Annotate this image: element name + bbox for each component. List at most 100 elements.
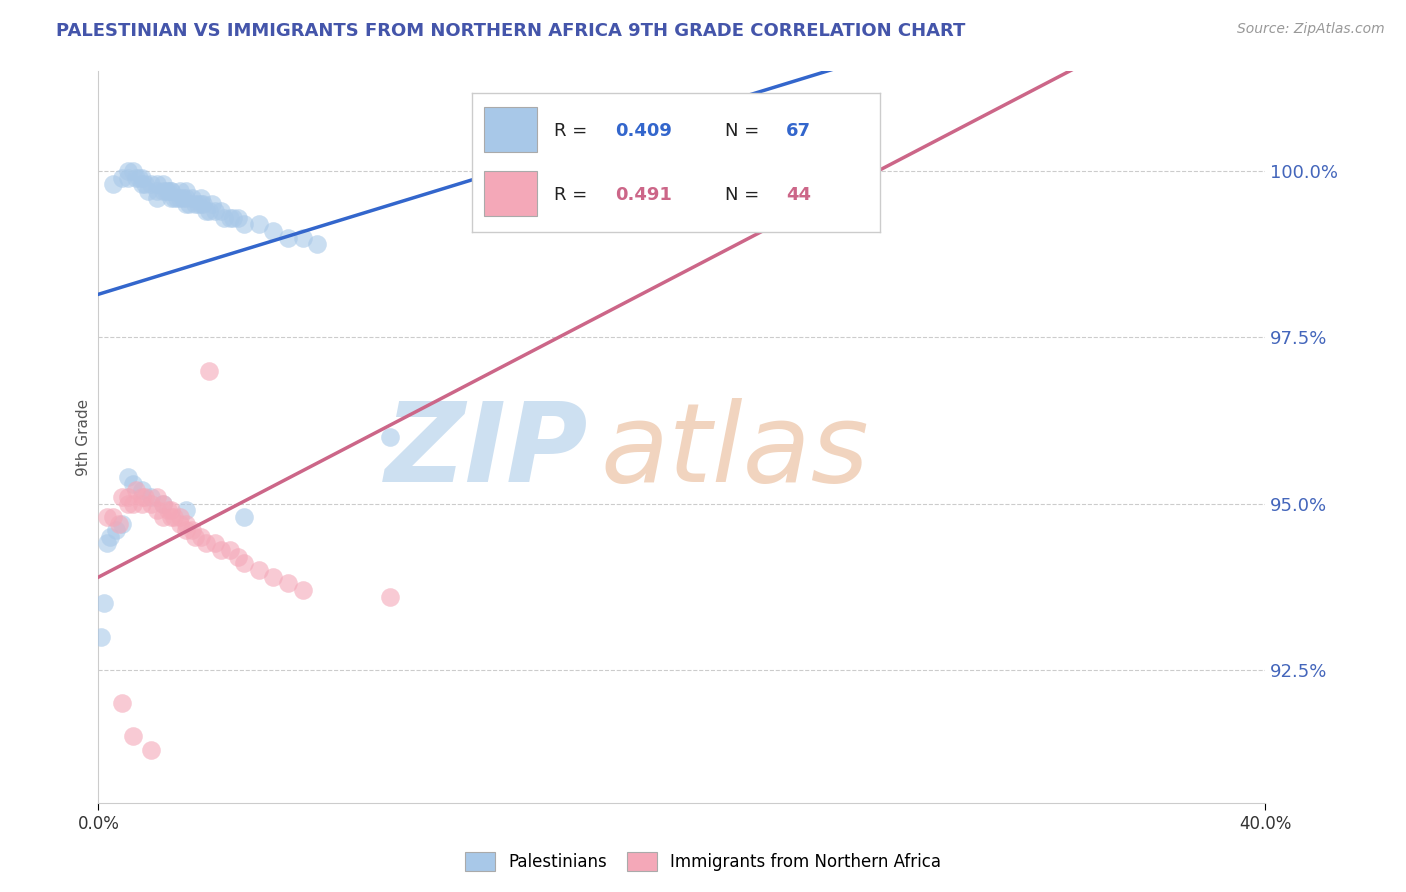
Point xyxy=(262,570,284,584)
Point xyxy=(96,536,118,550)
Point xyxy=(139,178,162,192)
Point xyxy=(160,184,183,198)
Point xyxy=(160,503,183,517)
Point xyxy=(146,191,169,205)
Point xyxy=(291,230,314,244)
Point xyxy=(122,729,145,743)
Text: Source: ZipAtlas.com: Source: ZipAtlas.com xyxy=(1237,22,1385,37)
Point xyxy=(160,184,183,198)
Point xyxy=(139,490,162,504)
Point xyxy=(714,170,737,185)
Point xyxy=(247,217,270,231)
Y-axis label: 9th Grade: 9th Grade xyxy=(76,399,91,475)
Point xyxy=(177,197,200,211)
Point xyxy=(221,211,243,225)
Point xyxy=(201,197,224,211)
Point xyxy=(117,470,139,484)
Point xyxy=(554,170,576,185)
Point xyxy=(111,516,134,531)
Point xyxy=(90,630,112,644)
Point xyxy=(233,217,256,231)
Point xyxy=(169,516,191,531)
Point xyxy=(125,170,148,185)
Point xyxy=(108,516,131,531)
Point xyxy=(262,224,284,238)
Point xyxy=(380,430,402,444)
Point xyxy=(152,509,174,524)
Point xyxy=(174,503,197,517)
Point xyxy=(247,563,270,577)
Point xyxy=(111,696,134,710)
Point xyxy=(163,191,186,205)
Point xyxy=(169,191,191,205)
Point xyxy=(174,516,197,531)
Point xyxy=(174,184,197,198)
Point xyxy=(730,164,752,178)
Point xyxy=(160,509,183,524)
Point xyxy=(204,204,226,219)
Point xyxy=(117,497,139,511)
Point xyxy=(198,363,221,377)
Point xyxy=(101,178,124,192)
Point xyxy=(174,523,197,537)
Point xyxy=(125,483,148,498)
Point xyxy=(228,549,250,564)
Point xyxy=(183,197,205,211)
Point xyxy=(195,204,218,219)
Point xyxy=(146,184,169,198)
Point xyxy=(380,590,402,604)
Point xyxy=(139,742,162,756)
Point xyxy=(209,204,232,219)
Point xyxy=(146,178,169,192)
Point xyxy=(152,184,174,198)
Point xyxy=(101,509,124,524)
Point xyxy=(111,170,134,185)
Point xyxy=(146,490,169,504)
Point xyxy=(146,503,169,517)
Point xyxy=(131,178,153,192)
Point xyxy=(96,509,118,524)
Point xyxy=(131,170,153,185)
Point xyxy=(233,509,256,524)
Point xyxy=(180,523,202,537)
Point xyxy=(209,543,232,558)
Point xyxy=(111,490,134,504)
Point xyxy=(117,170,139,185)
Legend: Palestinians, Immigrants from Northern Africa: Palestinians, Immigrants from Northern A… xyxy=(457,843,949,880)
Point xyxy=(131,483,153,498)
Point xyxy=(152,497,174,511)
Point xyxy=(190,530,212,544)
Point xyxy=(152,497,174,511)
Point xyxy=(166,191,188,205)
Point xyxy=(152,178,174,192)
Point xyxy=(277,230,299,244)
Point xyxy=(218,543,240,558)
Point xyxy=(174,197,197,211)
Point xyxy=(180,191,202,205)
Text: PALESTINIAN VS IMMIGRANTS FROM NORTHERN AFRICA 9TH GRADE CORRELATION CHART: PALESTINIAN VS IMMIGRANTS FROM NORTHERN … xyxy=(56,22,966,40)
Point xyxy=(117,490,139,504)
Point xyxy=(157,184,180,198)
Point xyxy=(218,211,240,225)
Point xyxy=(163,509,186,524)
Point xyxy=(139,497,162,511)
Point xyxy=(187,197,209,211)
Point xyxy=(174,191,197,205)
Point xyxy=(155,184,177,198)
Point xyxy=(204,536,226,550)
Point xyxy=(169,509,191,524)
Text: atlas: atlas xyxy=(600,398,869,505)
Point xyxy=(131,490,153,504)
Point xyxy=(233,557,256,571)
Point xyxy=(157,503,180,517)
Point xyxy=(307,237,329,252)
Point xyxy=(122,164,145,178)
Point xyxy=(131,497,153,511)
Point xyxy=(190,191,212,205)
Point xyxy=(136,184,159,198)
Point xyxy=(212,211,235,225)
Point xyxy=(172,191,194,205)
Text: ZIP: ZIP xyxy=(385,398,589,505)
Point xyxy=(195,536,218,550)
Point xyxy=(277,576,299,591)
